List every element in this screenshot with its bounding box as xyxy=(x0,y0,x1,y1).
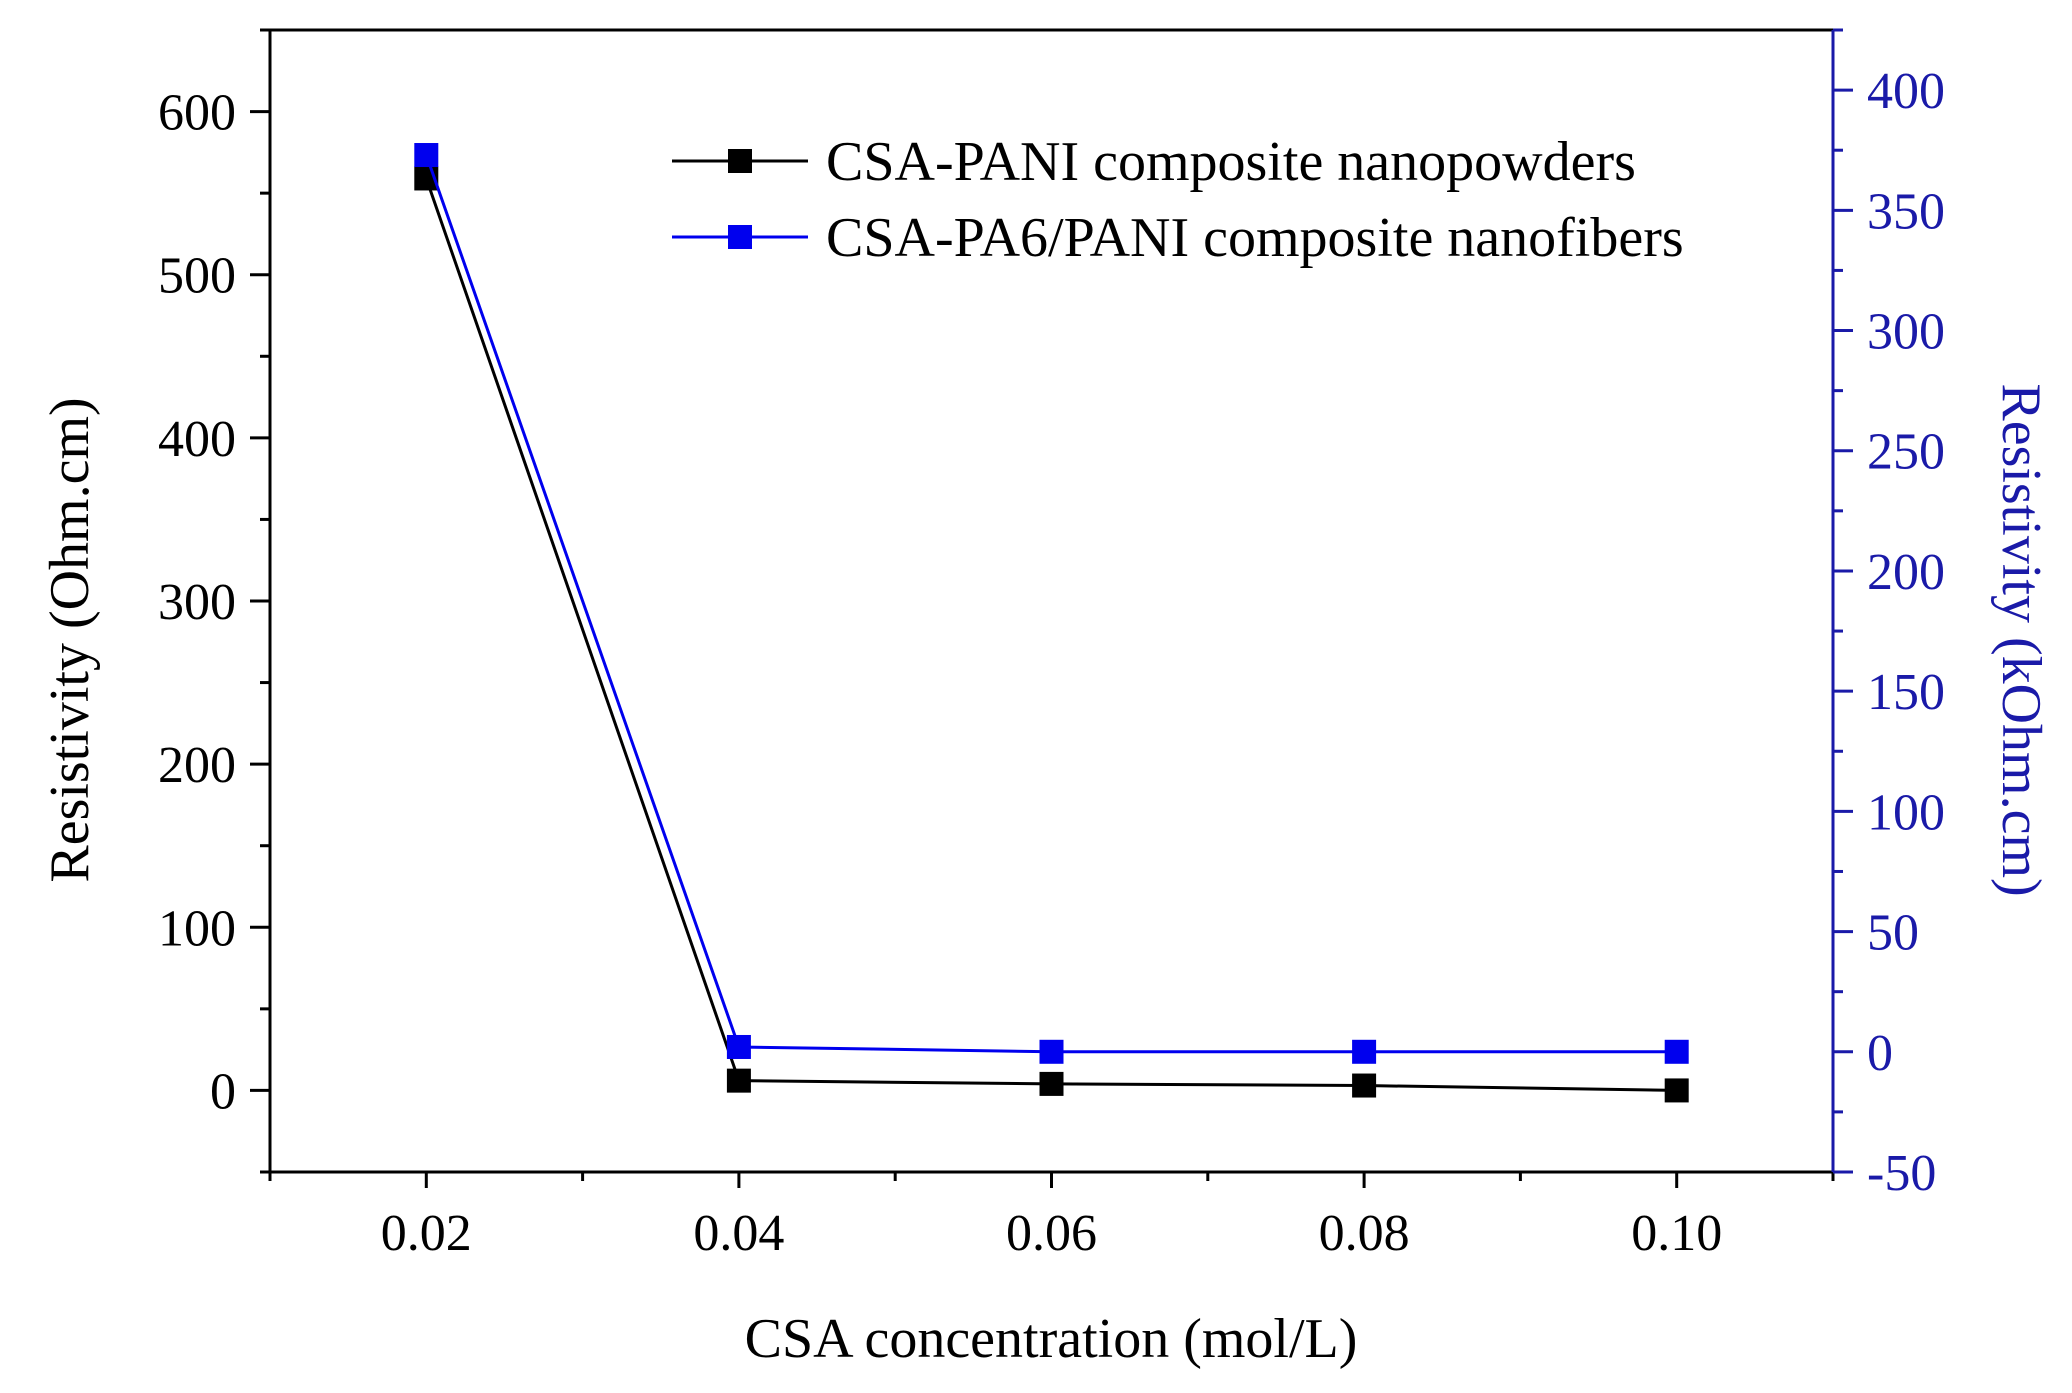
y-right-tick-label: 200 xyxy=(1867,544,1945,601)
series-1-point xyxy=(726,1034,751,1059)
x-tick-label: 0.04 xyxy=(693,1205,784,1262)
series-0-point xyxy=(1039,1071,1064,1096)
y-left-tick-label: 600 xyxy=(158,85,236,142)
y-right-tick-label: 400 xyxy=(1867,63,1945,120)
series-1-point xyxy=(1664,1039,1689,1064)
x-tick-label: 0.08 xyxy=(1319,1205,1410,1262)
tick-labels: 0.02 0.04 0.06 0.08 0.100100200300400500600-… xyxy=(158,63,1945,1262)
legend-label-nanopowders: CSA-PANI composite nanopowders xyxy=(826,131,1636,193)
y-left-tick-label: 100 xyxy=(158,900,236,957)
y-left-tick-label: 200 xyxy=(158,737,236,794)
legend-marker-nanopowders xyxy=(728,149,752,173)
y-left-tick-label: 0 xyxy=(210,1063,236,1120)
legend-marker-nanofibers xyxy=(728,225,752,249)
y-right-tick-label: 150 xyxy=(1867,664,1945,721)
legend-entry-nanofibers: CSA-PA6/PANI composite nanofibers xyxy=(672,207,1684,269)
y-left-tick-label: 400 xyxy=(158,411,236,468)
y-right-tick-label: -50 xyxy=(1867,1145,1936,1202)
series-0-point xyxy=(1352,1073,1377,1098)
left-y-axis-label: Resistivity (Ohm.cm) xyxy=(39,397,101,882)
legend-entry-nanopowders: CSA-PANI composite nanopowders xyxy=(672,131,1636,193)
y-right-tick-label: 250 xyxy=(1867,424,1945,481)
series-1-point xyxy=(1039,1039,1064,1064)
legend: CSA-PANI composite nanopowders CSA-PA6/P… xyxy=(672,131,1684,269)
y-right-tick-label: 350 xyxy=(1867,183,1945,240)
y-left-tick-label: 300 xyxy=(158,574,236,631)
right-y-axis-label: Resistivity (kOhm.cm) xyxy=(1990,383,2052,896)
y-left-tick-label: 500 xyxy=(158,248,236,305)
x-tick-label: 0.10 xyxy=(1631,1205,1722,1262)
x-tick-label: 0.02 xyxy=(381,1205,472,1262)
x-axis-label: CSA concentration (mol/L) xyxy=(745,1308,1358,1370)
y-right-tick-label: 300 xyxy=(1867,304,1945,361)
series-group xyxy=(414,143,1689,1103)
y-right-tick-label: 0 xyxy=(1867,1025,1893,1082)
legend-label-nanofibers: CSA-PA6/PANI composite nanofibers xyxy=(826,207,1684,269)
series-1-point xyxy=(414,143,439,168)
series-0-point xyxy=(1664,1078,1689,1103)
y-right-tick-label: 50 xyxy=(1867,905,1919,962)
series-0-point xyxy=(726,1068,751,1093)
y-right-tick-label: 100 xyxy=(1867,784,1945,841)
x-tick-label: 0.06 xyxy=(1006,1205,1097,1262)
tick-marks xyxy=(250,28,1853,1188)
series-1-point xyxy=(1352,1039,1377,1064)
